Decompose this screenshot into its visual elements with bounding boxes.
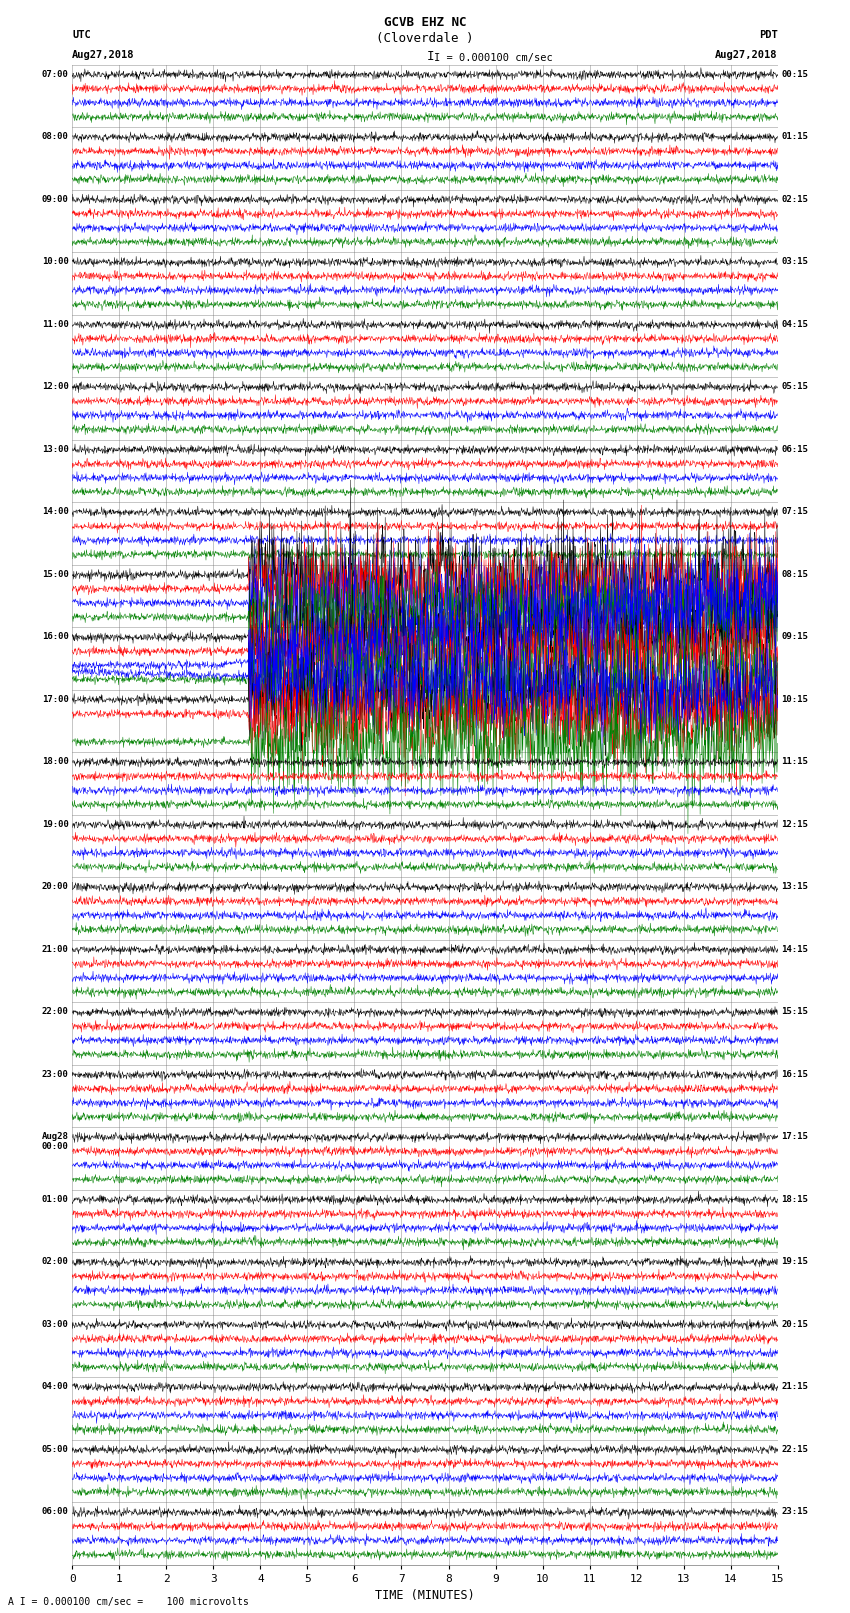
Text: 07:15: 07:15 (781, 506, 808, 516)
Text: 04:15: 04:15 (781, 319, 808, 329)
Text: 16:15: 16:15 (781, 1069, 808, 1079)
Text: UTC: UTC (72, 31, 91, 40)
Text: 17:00: 17:00 (42, 695, 69, 703)
Text: 20:15: 20:15 (781, 1319, 808, 1329)
Text: 06:00: 06:00 (42, 1507, 69, 1516)
Text: 20:00: 20:00 (42, 882, 69, 890)
Text: 11:15: 11:15 (781, 756, 808, 766)
Text: 15:15: 15:15 (781, 1007, 808, 1016)
Text: 02:00: 02:00 (42, 1257, 69, 1266)
Text: 12:15: 12:15 (781, 819, 808, 829)
Text: 08:00: 08:00 (42, 132, 69, 140)
Text: 01:15: 01:15 (781, 132, 808, 140)
Text: 00:15: 00:15 (781, 69, 808, 79)
Text: 06:15: 06:15 (781, 445, 808, 453)
Text: 02:15: 02:15 (781, 195, 808, 203)
Text: 10:15: 10:15 (781, 695, 808, 703)
Text: I = 0.000100 cm/sec: I = 0.000100 cm/sec (434, 53, 552, 63)
Text: Aug27,2018: Aug27,2018 (715, 50, 778, 60)
Text: 07:00: 07:00 (42, 69, 69, 79)
Text: 21:00: 21:00 (42, 945, 69, 953)
Text: 09:15: 09:15 (781, 632, 808, 640)
Text: 11:00: 11:00 (42, 319, 69, 329)
Text: 23:00: 23:00 (42, 1069, 69, 1079)
Text: 15:00: 15:00 (42, 569, 69, 579)
Text: 22:00: 22:00 (42, 1007, 69, 1016)
Text: 21:15: 21:15 (781, 1382, 808, 1390)
Text: Aug28
00:00: Aug28 00:00 (42, 1132, 69, 1152)
Text: 05:15: 05:15 (781, 382, 808, 390)
X-axis label: TIME (MINUTES): TIME (MINUTES) (375, 1589, 475, 1602)
Text: A I = 0.000100 cm/sec =    100 microvolts: A I = 0.000100 cm/sec = 100 microvolts (8, 1597, 249, 1607)
Text: 05:00: 05:00 (42, 1445, 69, 1453)
Text: 03:00: 03:00 (42, 1319, 69, 1329)
Text: 13:00: 13:00 (42, 445, 69, 453)
Text: 03:15: 03:15 (781, 256, 808, 266)
Text: 18:00: 18:00 (42, 756, 69, 766)
Text: 10:00: 10:00 (42, 256, 69, 266)
Text: 23:15: 23:15 (781, 1507, 808, 1516)
Text: 22:15: 22:15 (781, 1445, 808, 1453)
Text: 17:15: 17:15 (781, 1132, 808, 1140)
Text: 18:15: 18:15 (781, 1195, 808, 1203)
Text: 14:00: 14:00 (42, 506, 69, 516)
Text: 16:00: 16:00 (42, 632, 69, 640)
Text: 19:00: 19:00 (42, 819, 69, 829)
Text: (Cloverdale ): (Cloverdale ) (377, 32, 473, 45)
Text: 12:00: 12:00 (42, 382, 69, 390)
Text: I: I (427, 50, 434, 63)
Text: Aug27,2018: Aug27,2018 (72, 50, 135, 60)
Text: 13:15: 13:15 (781, 882, 808, 890)
Text: 09:00: 09:00 (42, 195, 69, 203)
Text: 14:15: 14:15 (781, 945, 808, 953)
Text: 04:00: 04:00 (42, 1382, 69, 1390)
Text: PDT: PDT (759, 31, 778, 40)
Text: 08:15: 08:15 (781, 569, 808, 579)
Text: 01:00: 01:00 (42, 1195, 69, 1203)
Text: GCVB EHZ NC: GCVB EHZ NC (383, 16, 467, 29)
Text: 19:15: 19:15 (781, 1257, 808, 1266)
